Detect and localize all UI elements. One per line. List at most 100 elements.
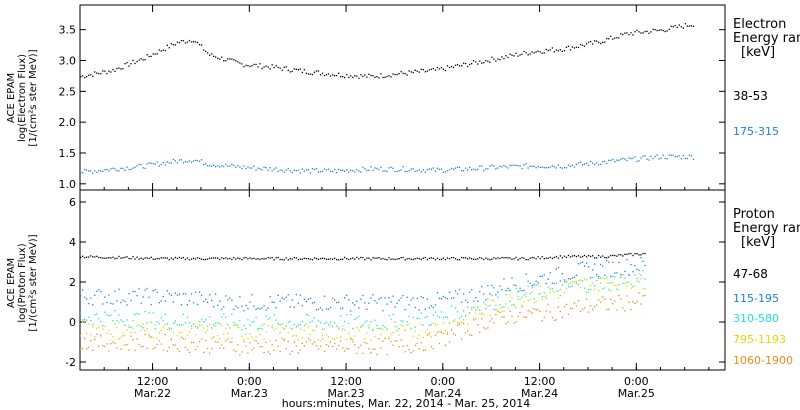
data-point [356, 75, 358, 77]
data-point [211, 53, 213, 55]
data-point [279, 169, 281, 171]
data-point [511, 164, 513, 167]
data-point [366, 169, 368, 172]
data-point [156, 321, 158, 323]
data-point [178, 42, 181, 44]
data-point [404, 259, 406, 261]
data-point [94, 71, 96, 73]
data-point [604, 274, 606, 276]
data-point [384, 297, 386, 299]
data-point [142, 167, 144, 169]
data-point [303, 298, 305, 300]
data-point [186, 304, 189, 306]
data-point [624, 32, 626, 34]
data-point [587, 266, 590, 268]
data-point [561, 50, 563, 52]
data-point [590, 277, 592, 279]
data-point [332, 337, 334, 339]
data-point [400, 324, 402, 326]
data-point [170, 327, 172, 329]
data-point [440, 298, 443, 300]
data-point [394, 73, 396, 76]
data-point [461, 321, 463, 324]
data-point [138, 343, 140, 346]
data-point [446, 316, 449, 318]
data-point [503, 278, 505, 280]
data-point [434, 170, 437, 172]
data-point [287, 294, 289, 296]
data-point [311, 302, 314, 304]
data-point [525, 292, 527, 294]
data-point [311, 73, 314, 76]
data-point [537, 281, 539, 284]
data-point [317, 70, 320, 72]
data-point [465, 167, 467, 169]
data-point [251, 65, 253, 67]
data-point [366, 76, 368, 78]
data-point [110, 343, 112, 345]
data-point [583, 287, 586, 289]
data-point [219, 258, 221, 261]
data-point [416, 170, 418, 172]
data-point [329, 321, 332, 323]
data-point [545, 310, 547, 312]
data-point [364, 259, 366, 261]
data-point [442, 295, 445, 298]
data-point [88, 256, 90, 258]
data-point [402, 166, 404, 168]
data-point [297, 339, 299, 341]
data-point [648, 32, 650, 34]
data-point [146, 163, 148, 165]
data-point [569, 165, 572, 167]
data-point [545, 283, 547, 285]
data-point [287, 331, 289, 334]
data-point [640, 254, 642, 256]
data-point [428, 332, 430, 334]
data-point [485, 303, 487, 306]
data-point [428, 69, 430, 71]
data-point [600, 277, 602, 279]
data-point [565, 303, 568, 306]
data-point [612, 281, 614, 283]
data-point [370, 166, 372, 168]
data-point [86, 348, 88, 350]
data-point [215, 322, 217, 324]
data-point [100, 321, 102, 323]
data-point [305, 341, 308, 343]
data-point [269, 167, 271, 169]
data-point [616, 309, 618, 311]
data-point [313, 301, 316, 304]
data-point [402, 72, 404, 74]
data-point [319, 257, 322, 260]
data-point [511, 277, 513, 279]
data-point [243, 310, 245, 312]
data-point [84, 296, 86, 298]
data-point [398, 258, 400, 260]
data-point [477, 308, 479, 310]
data-point [293, 306, 295, 308]
data-point [507, 257, 509, 259]
data-point [297, 302, 299, 304]
data-point [390, 333, 392, 335]
data-point [223, 333, 225, 335]
data-point [436, 292, 439, 294]
data-point [332, 258, 334, 260]
data-point [529, 53, 531, 55]
data-point [267, 318, 269, 320]
data-point [551, 47, 553, 49]
data-point [614, 161, 616, 163]
data-point [90, 170, 92, 172]
data-point [291, 350, 293, 353]
data-point [495, 294, 497, 296]
data-point [543, 258, 545, 260]
data-point [656, 154, 658, 156]
data-point [448, 66, 451, 69]
data-point [152, 162, 154, 165]
data-point [321, 328, 324, 330]
data-point [479, 257, 481, 259]
data-point [213, 336, 215, 338]
data-point [479, 60, 481, 62]
data-point [414, 330, 416, 333]
data-point [577, 284, 580, 286]
data-point [412, 297, 414, 299]
